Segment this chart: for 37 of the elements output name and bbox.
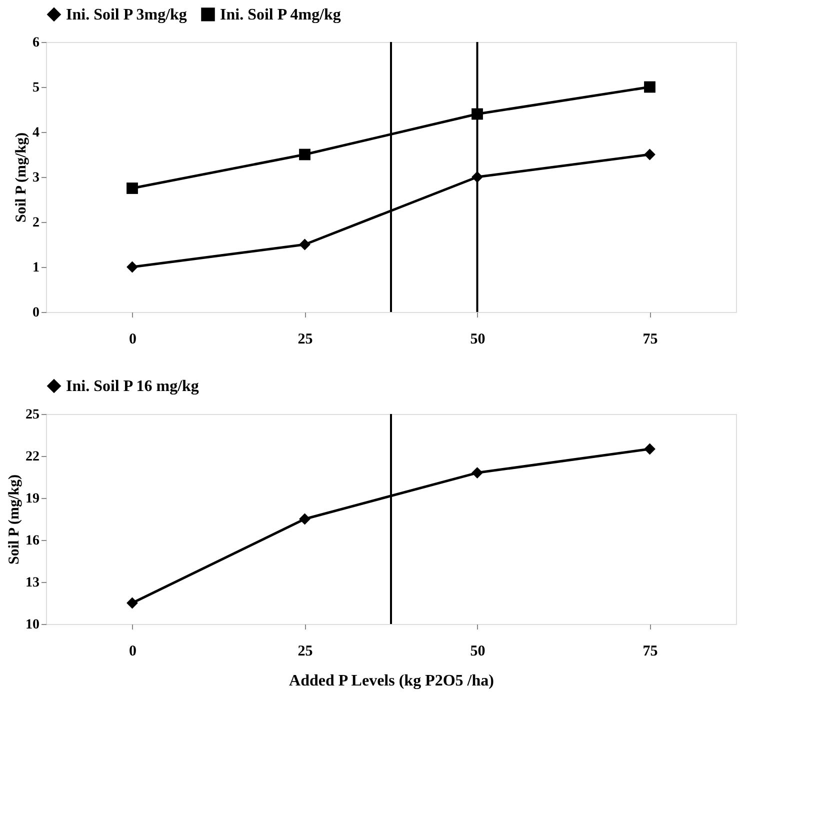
- y-tick-label: 1: [32, 260, 40, 276]
- x-tick-label: 75: [642, 644, 658, 660]
- point: [299, 148, 310, 160]
- y-axis-title: Soil P (mg/kg): [6, 474, 22, 565]
- y-tick-label: 13: [26, 576, 40, 590]
- x-tick-label: 75: [642, 332, 658, 348]
- y-tick-label: 22: [26, 450, 40, 464]
- point: [126, 182, 138, 194]
- x-tick-label: 50: [470, 332, 486, 348]
- y-tick-label: 19: [26, 492, 40, 506]
- point: [644, 148, 656, 160]
- x-tick-label: 25: [298, 332, 313, 348]
- point: [126, 261, 138, 273]
- point: [299, 513, 310, 525]
- legend-label: Ini. Soil P 3mg/kg: [66, 6, 187, 24]
- y-tick-label: 2: [32, 216, 40, 230]
- point: [299, 238, 310, 250]
- y-axis-title: Soil P (mg/kg): [14, 132, 30, 223]
- x-tick-label: 0: [129, 332, 136, 348]
- point: [472, 467, 483, 478]
- y-tick-label: 5: [32, 80, 40, 96]
- legend-label: Ini. Soil P 4mg/kg: [220, 6, 341, 24]
- y-tick-label: 16: [26, 534, 40, 548]
- y-tick-label: 0: [32, 306, 40, 320]
- y-tick-label: 3: [32, 170, 40, 186]
- point: [126, 597, 138, 609]
- x-axis-title: Added P Levels (kg P2O5 /ha): [289, 672, 494, 690]
- y-tick-label: 25: [26, 408, 40, 422]
- legend-label: Ini. Soil P 16 mg/kg: [66, 378, 199, 395]
- x-tick-label: 50: [470, 644, 486, 660]
- point: [644, 443, 656, 455]
- x-tick-label: 0: [129, 644, 136, 660]
- x-tick-label: 25: [298, 644, 313, 660]
- y-tick-label: 10: [26, 618, 40, 632]
- point: [644, 81, 656, 93]
- y-tick-label: 4: [32, 126, 40, 140]
- y-tick-label: 6: [32, 36, 40, 50]
